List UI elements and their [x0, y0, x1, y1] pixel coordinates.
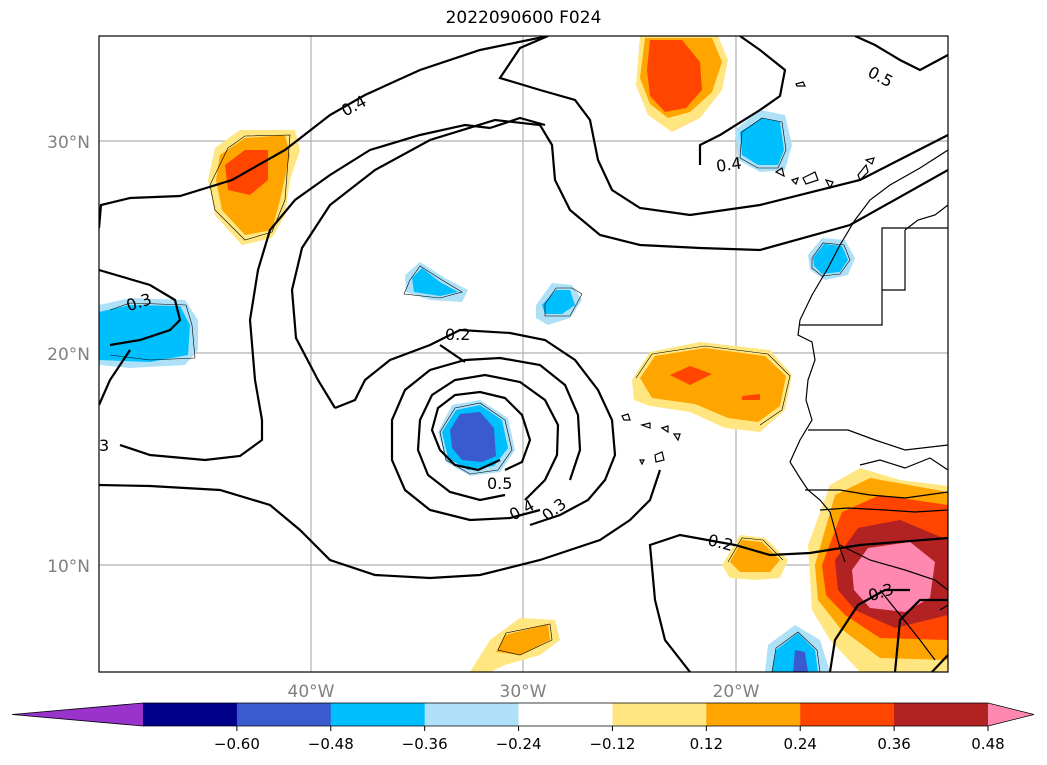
- contour-lines: [99, 36, 948, 672]
- lat-label: 10°N: [47, 557, 90, 577]
- colorbar-tick-label: −0.60: [214, 735, 260, 753]
- colorbar-tick-label: −0.48: [308, 735, 354, 753]
- colorbar-tick-label: 0.36: [877, 735, 910, 753]
- lat-labels: 30°N 20°N 10°N: [47, 133, 90, 577]
- contour-label: 0.5: [487, 474, 512, 493]
- lat-label: 20°N: [47, 345, 90, 365]
- colorbar-segment: [330, 703, 426, 726]
- map-title: 2022090600 F024: [445, 8, 602, 28]
- colorbar-outline: [11, 702, 1035, 727]
- lon-label: 40°W: [288, 682, 335, 702]
- colorbar-segment: [518, 703, 613, 726]
- colorbar-tick-label: −0.24: [496, 735, 542, 753]
- colorbar-segment: [706, 703, 801, 726]
- colorbar-tick-label: 0.24: [784, 735, 817, 753]
- contour-label: 0.2: [445, 325, 470, 344]
- lon-labels: 40°W 30°W 20°W: [288, 682, 760, 702]
- lon-label: 20°W: [713, 682, 760, 702]
- contour-label: 0.4: [715, 153, 743, 175]
- colorbar-segment: [800, 703, 895, 726]
- colorbar-segment: [612, 703, 707, 726]
- colorbar-tick-label: 0.48: [971, 735, 1004, 753]
- coastlines: [621, 81, 948, 661]
- colorbar-extend-high: [988, 703, 1034, 726]
- colorbar: −0.60 −0.48 −0.36 −0.24 −0.12 0.12 0.24 0.36 0.4…: [11, 702, 1035, 753]
- contour-label: 3: [99, 436, 109, 455]
- map-frame: [98, 35, 949, 673]
- colorbar-tick-label: −0.36: [402, 735, 448, 753]
- colorbar-segment: [424, 703, 520, 726]
- colorbar-segment: [236, 703, 332, 726]
- lon-label: 30°W: [500, 682, 547, 702]
- colorbar-segment: [894, 703, 989, 726]
- colorbar-extend-low: [12, 703, 143, 726]
- shaded-anomalies: [99, 36, 948, 672]
- lat-label: 30°N: [47, 133, 90, 153]
- colorbar-tick-label: −0.12: [589, 735, 635, 753]
- colorbar-segment: [143, 703, 238, 726]
- colorbar-tick-label: 0.12: [690, 735, 723, 753]
